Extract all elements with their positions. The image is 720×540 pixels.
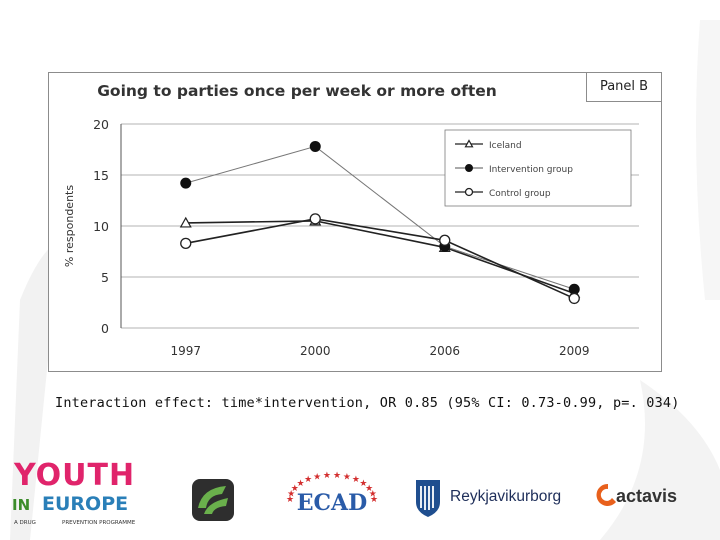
series-line — [185, 220, 575, 295]
series-line — [185, 218, 575, 300]
ecad-star-icon: ★ — [287, 489, 295, 499]
ecad-star-icon: ★ — [313, 473, 321, 483]
data-point-filled — [180, 177, 192, 189]
ecad-star-icon: ★ — [297, 479, 305, 489]
y-tick-label: 0 — [101, 321, 109, 336]
ecad-star-icon: ★ — [291, 484, 299, 494]
ecad-star-icon: ★ — [352, 475, 360, 485]
data-point-filled — [309, 140, 321, 152]
legend-label: Iceland — [489, 141, 522, 151]
ecad-star-icon: ★ — [286, 495, 294, 505]
data-point-open — [309, 213, 321, 225]
data-point-triangle — [179, 216, 192, 228]
y-tick-label: 5 — [101, 270, 109, 285]
legend: Iceland Intervention group Control group — [444, 129, 632, 207]
ecad-star-icon: ★ — [369, 489, 377, 499]
ecad-star-icon: ★ — [343, 473, 351, 483]
actavis-swirl-icon — [596, 483, 616, 506]
legend-label: Control group — [489, 189, 551, 199]
youth-in-europe-logo: YOUTH IN EUROPE A DRUG PREVENTION PROGRA… — [12, 458, 136, 526]
reykjavikurborg-logo: Reykjavikurborg — [450, 488, 561, 505]
series-line — [185, 145, 575, 290]
x-tick-label: 1997 — [170, 344, 201, 358]
data-point-filled — [465, 164, 473, 172]
ecad-text: ECAD — [297, 490, 367, 516]
y-tick-label: 10 — [93, 219, 109, 234]
actavis-logo: actavis — [596, 483, 677, 506]
line-chart: Going to parties once per week or more o… — [63, 82, 639, 358]
ecad-star-icon: ★ — [365, 484, 373, 494]
y-tick-label: 20 — [93, 117, 109, 132]
reykjavikurborg-text: Reykjavikurborg — [450, 488, 561, 505]
youth-logo-in: IN — [12, 496, 30, 514]
x-tick-label: 2000 — [300, 344, 331, 358]
ecad-star-icon: ★ — [323, 471, 331, 481]
ecad-stars: ★★★★ ★ ★ ★ ★ ★ ★ ★★★★ — [286, 471, 378, 505]
chart-panel: Going to parties once per week or more o… — [48, 72, 662, 372]
ecad-star-icon: ★ — [304, 475, 312, 485]
y-tick-label: 15 — [93, 168, 109, 183]
data-point-open — [439, 234, 451, 246]
sponsor-logos: YOUTH IN EUROPE A DRUG PREVENTION PROGRA… — [0, 452, 720, 532]
series-iceland — [179, 214, 581, 298]
data-point-triangle — [464, 139, 474, 148]
data-point-open — [568, 292, 580, 305]
green-emblem-logo — [192, 479, 234, 521]
data-point-filled — [568, 283, 580, 295]
y-axis-label: % respondents — [63, 185, 76, 267]
x-tick-label: 2009 — [559, 344, 590, 358]
panel-label: Panel B — [586, 73, 661, 102]
youth-logo-line1: YOUTH — [13, 458, 135, 493]
actavis-text: actavis — [616, 486, 677, 506]
series-control-group — [180, 213, 580, 305]
youth-logo-tagline-left: A DRUG — [14, 520, 36, 526]
ecad-star-icon: ★ — [333, 471, 341, 481]
reykjavik-crest-icon — [416, 480, 440, 517]
youth-logo-tagline-right: PREVENTION PROGRAMME — [62, 520, 136, 526]
ecad-star-icon: ★ — [359, 479, 367, 489]
youth-logo-line2: EUROPE — [42, 493, 128, 515]
data-point-open — [464, 187, 474, 197]
ecad-logo: ★★★★ ★ ★ ★ ★ ★ ★ ★★★★ ECAD — [286, 471, 378, 516]
chart-title: Going to parties once per week or more o… — [97, 82, 497, 100]
ecad-star-icon: ★ — [370, 495, 378, 505]
x-tick-label: 2006 — [429, 344, 460, 358]
legend-label: Intervention group — [489, 165, 573, 175]
data-point-open — [180, 237, 192, 249]
series-group — [179, 140, 581, 305]
caption: Interaction effect: time*intervention, O… — [55, 395, 680, 411]
